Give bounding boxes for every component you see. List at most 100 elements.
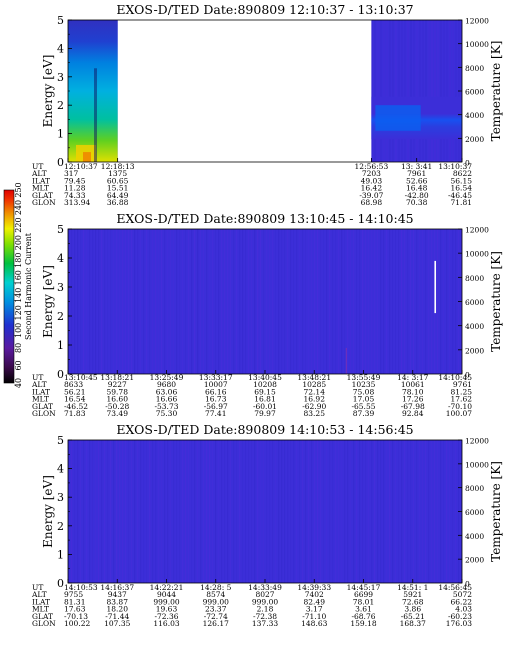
ephemeris-value: 73.49 (107, 409, 129, 418)
heatmap-column (215, 440, 217, 583)
heatmap-column (455, 229, 457, 374)
ephemeris-value: 14:33:49 (248, 583, 282, 592)
ephemeris-table: UT 12:10:37 12:18:13 12:56:53 13: 3:41 13:10:… (31, 162, 472, 207)
ephemeris-value: -65.21 (401, 612, 425, 621)
heatmap-column (116, 440, 118, 583)
heatmap-column (197, 440, 199, 583)
y2-tick-label: 6000 (465, 88, 484, 97)
ephemeris-value: 5072 (453, 590, 472, 599)
ephemeris-value: 10007 (204, 380, 228, 389)
heatmap-column (395, 440, 397, 583)
colorbar-tick-label: 240 (14, 200, 23, 215)
ephemeris-value: 16.60 (107, 395, 129, 404)
heatmap-column (77, 229, 79, 374)
ephemeris-value: 16.42 (361, 184, 383, 193)
y-tick-label: 4 (57, 42, 64, 55)
ephemeris-row-label: ILAT (32, 176, 50, 185)
heatmap-column (167, 229, 169, 374)
ephemeris-value: 13:48:21 (297, 373, 331, 382)
ephemeris-value: 126.17 (203, 619, 229, 628)
y-tick-label: 1 (57, 128, 64, 141)
ephemeris-value: 317 (64, 169, 79, 178)
heatmap-column (404, 20, 406, 162)
heatmap-column (116, 229, 118, 374)
heatmap-column (335, 440, 337, 583)
y2-tick-label: 4000 (465, 532, 484, 541)
y2-tick-label: 0 (465, 371, 470, 380)
heatmap-column (437, 20, 439, 162)
chart-title: EXOS-D/TED Date:890809 13:10:45 - 14:10:… (116, 211, 413, 226)
ephemeris-value: -70.10 (448, 402, 472, 411)
heatmap-column (308, 440, 310, 583)
heatmap-column (221, 440, 223, 583)
y-axis-label: Energy [eV] (41, 265, 55, 338)
heatmap-column (416, 440, 418, 583)
ephemeris-value: 2.18 (257, 605, 274, 614)
ephemeris-value: 74.33 (64, 191, 86, 200)
heatmap-column (260, 440, 262, 583)
heatmap-column (293, 229, 295, 374)
ephemeris-value: -60.23 (448, 612, 472, 621)
ephemeris-value: 13:18:21 (100, 373, 134, 382)
heatmap-column (125, 229, 127, 374)
heatmap-column (386, 229, 388, 374)
ephemeris-value: 8027 (255, 590, 274, 599)
heatmap-column (407, 229, 409, 374)
heatmap-column (371, 440, 373, 583)
y-tick-label: 3 (57, 491, 64, 504)
colorbar-tick-label: 40 (14, 378, 23, 388)
ephemeris-value: 68.98 (361, 198, 383, 207)
heatmap-column (230, 440, 232, 583)
heatmap-column (305, 440, 307, 583)
ephemeris-value: 12:56:53 (355, 162, 389, 171)
ephemeris-value: 9227 (108, 380, 127, 389)
ephemeris-value: 10208 (253, 380, 277, 389)
ephemeris-value: 92.84 (402, 409, 424, 418)
y2-tick-label: 6000 (465, 508, 484, 517)
ephemeris-value: 8633 (64, 380, 83, 389)
ephemeris-value: 6699 (354, 590, 373, 599)
heatmap-column (128, 229, 130, 374)
heatmap-column (188, 440, 190, 583)
heatmap-column (248, 229, 250, 374)
chart-title: EXOS-D/TED Date:890809 12:10:37 - 13:10:… (116, 2, 413, 17)
heatmap-column (335, 229, 337, 374)
heatmap-column (245, 440, 247, 583)
heatmap-column (89, 229, 91, 374)
heatmap-column (98, 229, 100, 374)
heatmap-column (326, 229, 328, 374)
heatmap-column (209, 229, 211, 374)
heatmap-column (308, 229, 310, 374)
heatmap-column (320, 229, 322, 374)
ephemeris-value: 13: 3:41 (401, 162, 432, 171)
heatmap-column (419, 20, 421, 162)
ephemeris-value: 70.38 (406, 198, 428, 207)
heatmap-column (317, 229, 319, 374)
ephemeris-value: 82.49 (304, 597, 326, 606)
ephemeris-value: 17.05 (353, 395, 375, 404)
ephemeris-value: 17.63 (64, 605, 86, 614)
ephemeris-value: 81.31 (64, 597, 85, 606)
heatmap-column (368, 229, 370, 374)
ephemeris-value: 16.54 (64, 395, 86, 404)
heatmap-column (404, 229, 406, 374)
white-spike (434, 260, 437, 314)
ephemeris-value: -46.45 (448, 191, 472, 200)
heatmap-column (209, 440, 211, 583)
ephemeris-value: 79.97 (254, 409, 276, 418)
ephemeris-value: -56.97 (204, 402, 228, 411)
heatmap-column (452, 440, 454, 583)
heatmap-column (287, 440, 289, 583)
heatmap-column (266, 229, 268, 374)
heatmap-column (71, 229, 73, 374)
heatmap-column (185, 229, 187, 374)
heatmap-column (446, 20, 448, 162)
heatmap-column (374, 229, 376, 374)
heatmap-column (80, 229, 82, 374)
heatmap-column (389, 440, 391, 583)
ephemeris-value: 14:22:21 (150, 583, 184, 592)
heatmap-column (434, 20, 436, 162)
heatmap-column (146, 440, 148, 583)
heatmap-column (377, 440, 379, 583)
colorbar-tick-label: 80 (14, 343, 23, 353)
